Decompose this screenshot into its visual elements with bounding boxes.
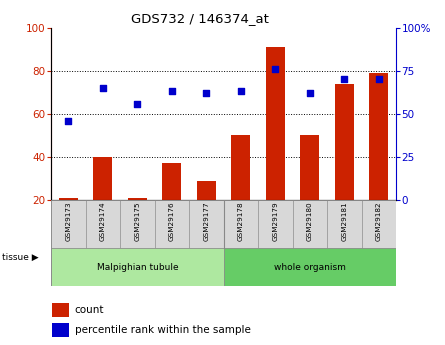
Text: Malpighian tubule: Malpighian tubule (97, 263, 178, 272)
Point (272, 66, 279, 72)
Bar (300, 136, 320, 200)
Bar (189, 200, 224, 248)
Bar (52, 323, 69, 337)
Point (341, 77, 348, 82)
Bar (231, 136, 251, 200)
Point (168, 89, 175, 94)
Text: percentile rank within the sample: percentile rank within the sample (75, 325, 251, 335)
Bar (266, 47, 285, 200)
Bar (162, 164, 182, 200)
Bar (93, 157, 113, 200)
Bar (224, 200, 258, 248)
Bar (128, 198, 147, 200)
Bar (224, 248, 396, 286)
Text: GSM29173: GSM29173 (65, 202, 71, 242)
Text: GSM29179: GSM29179 (272, 202, 278, 242)
Bar (369, 73, 388, 200)
Point (134, 101, 141, 106)
Text: GDS732 / 146374_at: GDS732 / 146374_at (131, 12, 269, 25)
Text: GSM29176: GSM29176 (169, 202, 175, 242)
Text: GSM29178: GSM29178 (238, 202, 244, 242)
Bar (59, 198, 78, 200)
Text: GSM29175: GSM29175 (134, 202, 140, 242)
Bar (362, 200, 396, 248)
Bar (120, 200, 155, 248)
Text: whole organism: whole organism (274, 263, 346, 272)
Text: GSM29182: GSM29182 (376, 202, 382, 242)
Point (203, 90, 210, 96)
Bar (293, 200, 327, 248)
Text: GSM29177: GSM29177 (203, 202, 209, 242)
Text: tissue ▶: tissue ▶ (2, 253, 39, 262)
Bar (52, 303, 69, 317)
Bar (51, 248, 224, 286)
Point (99, 85, 106, 91)
Bar (51, 200, 85, 248)
Point (65, 118, 72, 124)
Text: GSM29174: GSM29174 (100, 202, 106, 242)
Text: GSM29181: GSM29181 (341, 202, 347, 242)
Bar (327, 200, 362, 248)
Bar (335, 84, 354, 200)
Bar (258, 200, 293, 248)
Bar (197, 181, 216, 200)
Text: count: count (75, 305, 104, 315)
Bar (86, 200, 120, 248)
Bar (155, 200, 189, 248)
Point (375, 77, 382, 82)
Point (306, 90, 313, 96)
Point (237, 89, 244, 94)
Text: GSM29180: GSM29180 (307, 202, 313, 242)
